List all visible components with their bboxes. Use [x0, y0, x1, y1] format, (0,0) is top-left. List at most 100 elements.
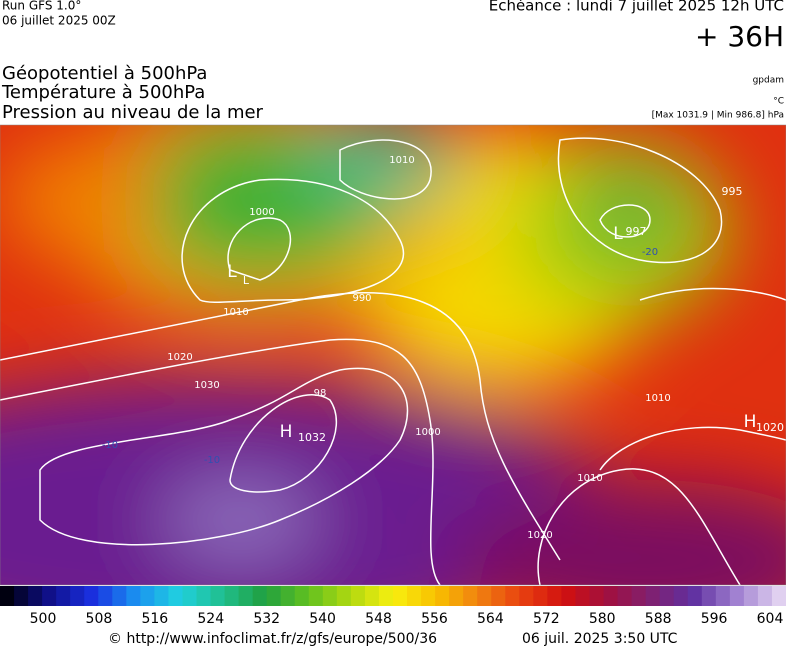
map-label: L — [613, 224, 623, 244]
colorbar-swatch — [449, 586, 464, 606]
colorbar-swatch — [407, 586, 422, 606]
colorbar-swatch — [168, 586, 183, 606]
colorbar-swatch — [224, 586, 240, 606]
colorbar-swatch — [14, 586, 29, 606]
colorbar-swatch — [715, 586, 731, 606]
colorbar-swatch — [238, 586, 254, 606]
colorbar-swatch — [56, 586, 71, 606]
map-label: 995 — [722, 185, 743, 198]
run-label: Run GFS 1.0° — [2, 0, 81, 13]
colorbar-swatch — [98, 586, 113, 606]
colorbar-tick-label: 580 — [589, 611, 616, 627]
colorbar-swatch — [687, 586, 703, 606]
colorbar-tick-label: 524 — [197, 611, 224, 627]
map-label: 1020 — [527, 530, 552, 541]
map-label: 1000 — [415, 427, 440, 438]
colorbar-swatch — [84, 586, 99, 606]
colorbar-swatch — [547, 586, 562, 606]
map-label: 1020 — [167, 352, 192, 363]
colorbar-swatch — [266, 586, 282, 606]
colorbar-swatch — [603, 586, 619, 606]
colorbar-swatch — [729, 586, 745, 606]
unit-label: [Max 1031.9 | Min 986.8] hPa — [652, 111, 784, 121]
colorbar-swatch — [645, 586, 661, 606]
map-label: 1020 — [756, 421, 784, 434]
colorbar-swatch — [42, 586, 57, 606]
colorbar-swatch — [701, 586, 717, 606]
colorbar-swatch — [519, 586, 534, 606]
colorbar-swatch — [673, 586, 689, 606]
map-label: H — [280, 422, 293, 442]
colorbar-tick-label: 564 — [477, 611, 504, 627]
colorbar-swatch — [280, 586, 296, 606]
map-label: H — [744, 412, 757, 432]
map-label: 997 — [626, 225, 647, 238]
colorbar-swatch — [140, 586, 155, 606]
colorbar-swatch — [505, 586, 520, 606]
colorbar-swatch — [561, 586, 576, 606]
colorbar-swatch — [196, 586, 212, 606]
colorbar-swatch — [631, 586, 647, 606]
colorbar-tick-label: 516 — [141, 611, 168, 627]
colorbar-swatch — [378, 586, 394, 606]
colorbar-tick-label: 548 — [365, 611, 392, 627]
map-title: Pression au niveau de la mer — [2, 102, 264, 123]
colorbar-swatch — [308, 586, 324, 606]
colorbar-tick-label: 540 — [309, 611, 336, 627]
colorbar-tick-label: 556 — [421, 611, 448, 627]
colorbar-tick-label: 500 — [30, 611, 57, 627]
map-label: 1010 — [389, 155, 414, 166]
colorbar-swatch — [112, 586, 127, 606]
colorbar-swatch — [210, 586, 226, 606]
colorbar-tick-label: 532 — [253, 611, 280, 627]
colorbar-swatch — [659, 586, 675, 606]
map-title: Température à 500hPa — [1, 82, 205, 103]
colorbar-swatch — [617, 586, 633, 606]
colorbar-swatch — [252, 586, 268, 606]
map-label: L — [243, 274, 250, 287]
colorbar-swatch — [575, 586, 590, 606]
run-date: 06 juillet 2025 00Z — [2, 14, 116, 28]
unit-label: °C — [773, 97, 784, 107]
map-label: 98 — [314, 388, 327, 399]
colorbar-swatch — [757, 586, 773, 606]
colorbar-swatch — [322, 586, 338, 606]
colorbar-swatch — [350, 586, 366, 606]
colorbar-swatch — [743, 586, 759, 606]
colorbar-swatch — [154, 586, 169, 606]
map-label: L — [227, 262, 237, 282]
map-label: 1010 — [577, 473, 602, 484]
colorbar-tick-label: 604 — [757, 611, 784, 627]
colorbar-swatch — [393, 586, 408, 606]
source-url: © http://www.infoclimat.fr/z/gfs/europe/… — [108, 631, 437, 647]
lead-time: + 36H — [695, 20, 784, 53]
colorbar-tick-label: 588 — [645, 611, 672, 627]
colorbar-swatch — [126, 586, 141, 606]
forecast-time: Echéance : lundi 7 juillet 2025 12h UTC — [489, 0, 784, 15]
unit-label: gpdam — [753, 76, 784, 86]
map-label: 1010 — [223, 307, 248, 318]
map-label: 1010 — [645, 393, 670, 404]
colorbar-swatch — [364, 586, 380, 606]
map-label: -10 — [102, 440, 118, 451]
map-label: -20 — [642, 247, 658, 258]
colorbar-swatch — [491, 586, 506, 606]
map-label: 1000 — [249, 207, 274, 218]
map-label: -10 — [204, 455, 220, 466]
colorbar-tick-label: 572 — [533, 611, 560, 627]
colorbar-swatch — [435, 586, 450, 606]
colorbar-swatch — [28, 586, 43, 606]
map-frame — [0, 124, 786, 586]
colorbar-tick-label: 508 — [86, 611, 113, 627]
colorbar-swatch — [294, 586, 310, 606]
map-label: 1032 — [298, 431, 326, 444]
map-label: 990 — [352, 293, 371, 304]
map-label: 1030 — [194, 380, 219, 391]
colorbar-tick-label: 596 — [701, 611, 728, 627]
colorbar-swatch — [336, 586, 352, 606]
colorbar-swatch — [589, 586, 605, 606]
colorbar-swatch — [421, 586, 436, 606]
generation-time: 06 juil. 2025 3:50 UTC — [522, 631, 678, 647]
